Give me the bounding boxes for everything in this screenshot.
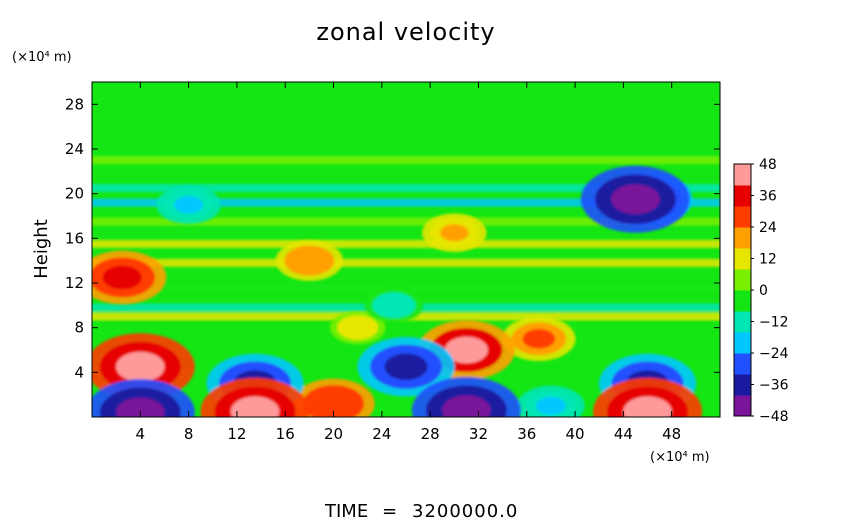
velocity-feature-core	[315, 392, 352, 415]
y-tick-label: 16	[65, 229, 84, 247]
x-tick-label: 44	[614, 425, 633, 443]
y-tick-label: 20	[65, 185, 84, 203]
colorbar-segment	[734, 395, 751, 417]
colorbar-segment	[734, 311, 751, 333]
velocity-feature-core	[230, 396, 280, 417]
x-tick-label: 16	[276, 425, 295, 443]
x-tick-label: 28	[421, 425, 440, 443]
x-axis-ticks: 4 8 12 16 20 24 28 32 36 40 44 48	[136, 82, 681, 443]
colorbar-segment	[734, 332, 751, 354]
x-tick-label: 24	[372, 425, 391, 443]
colorbar: 48 36 24 12 0 −12 −24 −36 −48	[733, 157, 789, 425]
colorbar-tick-label: −36	[759, 378, 789, 394]
y-tick-label: 8	[74, 319, 84, 337]
velocity-band	[92, 284, 720, 293]
y-tick-label: 24	[65, 140, 84, 158]
velocity-feature-core	[535, 396, 566, 415]
colorbar-tick-label: −24	[759, 346, 789, 362]
velocity-feature-core	[174, 196, 203, 214]
x-tick-label: 12	[227, 425, 246, 443]
colorbar-segment	[734, 206, 751, 228]
colorbar-tick-label: −12	[759, 315, 789, 331]
velocity-feature-core	[439, 224, 469, 242]
velocity-band	[92, 217, 720, 226]
y-tick-label: 4	[74, 363, 84, 381]
time-footer: TIME = 3200000.0	[324, 501, 518, 519]
colorbar-segment	[734, 374, 751, 396]
velocity-band	[92, 239, 720, 248]
x-tick-label: 36	[517, 425, 536, 443]
velocity-feature-core	[116, 397, 165, 417]
colorbar-tick-label: 0	[759, 283, 768, 299]
y-tick-label: 12	[65, 274, 84, 292]
x-tick-label: 4	[136, 425, 146, 443]
colorbar-segment	[734, 353, 751, 375]
colorbar-segment	[734, 227, 751, 249]
y-axis-label: Height	[31, 219, 52, 279]
x-axis-unit: (×10⁴ m)	[650, 450, 710, 465]
velocity-feature-core	[102, 265, 142, 290]
velocity-band	[92, 156, 720, 165]
plot-frame	[91, 81, 721, 418]
colorbar-tick-label: 48	[759, 157, 777, 173]
time-label: TIME	[324, 501, 368, 519]
colorbar-tick-label: −48	[759, 409, 789, 425]
velocity-feature-core	[380, 297, 407, 314]
x-tick-label: 20	[324, 425, 343, 443]
colorbar-tick-label: 36	[759, 189, 777, 205]
velocity-band	[92, 198, 720, 207]
velocity-features	[92, 165, 703, 417]
velocity-feature-core	[444, 336, 488, 364]
y-axis-ticks: 4 8 12 16 20 24 28	[65, 95, 720, 381]
heatmap-plot-area	[92, 82, 720, 417]
velocity-feature-core	[522, 328, 556, 349]
chart-title: zonal velocity	[316, 18, 495, 46]
velocity-band	[92, 184, 720, 193]
colorbar-segment	[734, 248, 751, 270]
velocity-feature-core	[384, 353, 428, 380]
y-axis-unit: (×10⁴ m)	[12, 50, 72, 65]
time-equals: =	[382, 501, 397, 519]
colorbar-segment	[734, 164, 751, 186]
x-tick-label: 40	[566, 425, 585, 443]
velocity-feature-core	[294, 251, 325, 270]
colorbar-segment	[734, 290, 751, 312]
velocity-feature-core	[345, 320, 371, 335]
velocity-feature-core	[116, 351, 165, 382]
velocity-feature-core	[442, 395, 491, 417]
x-tick-label: 8	[184, 425, 194, 443]
velocity-feature-core	[623, 396, 672, 417]
time-value: 3200000.0	[412, 501, 518, 519]
colorbar-segment	[734, 185, 751, 207]
colorbar-segment	[734, 269, 751, 291]
colorbar-tick-label: 24	[759, 220, 777, 236]
velocity-feature-core	[611, 184, 660, 215]
y-tick-label: 28	[65, 95, 84, 113]
colorbar-tick-label: 12	[759, 252, 777, 268]
velocity-band	[92, 258, 720, 267]
x-tick-label: 48	[662, 425, 681, 443]
x-tick-label: 32	[469, 425, 488, 443]
